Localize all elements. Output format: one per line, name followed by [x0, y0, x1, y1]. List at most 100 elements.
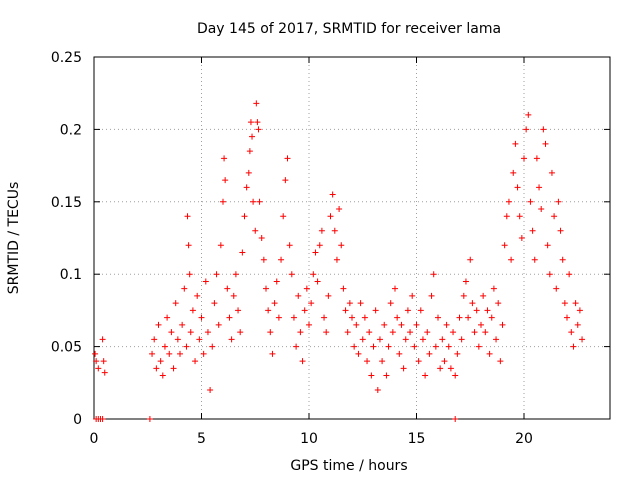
data-point: [164, 314, 171, 321]
data-point: [232, 271, 239, 278]
data-point: [486, 350, 493, 357]
data-point: [415, 358, 422, 365]
data-point: [398, 321, 405, 328]
data-point: [368, 372, 375, 379]
data-point: [548, 169, 555, 176]
data-point: [488, 314, 495, 321]
data-point: [340, 285, 347, 292]
data-point: [293, 343, 300, 350]
data-point: [480, 292, 487, 299]
data-point: [570, 343, 577, 350]
data-point: [422, 372, 429, 379]
data-point: [529, 227, 536, 234]
data-point: [196, 336, 203, 343]
data-point: [228, 336, 235, 343]
data-point: [383, 372, 390, 379]
data-point: [527, 198, 534, 205]
data-point: [273, 278, 280, 285]
data-point: [254, 119, 261, 126]
data-point: [372, 307, 379, 314]
data-point: [574, 321, 581, 328]
data-point: [346, 300, 353, 307]
x-tick-label: 15: [408, 431, 426, 447]
data-point: [503, 213, 510, 220]
data-point: [166, 350, 173, 357]
data-point: [306, 321, 312, 328]
data-point: [256, 198, 263, 205]
data-point: [183, 343, 190, 350]
data-point: [99, 336, 106, 343]
data-point: [153, 365, 160, 372]
data-point: [428, 292, 435, 299]
data-point: [469, 300, 476, 307]
data-point: [260, 256, 267, 263]
data-point: [417, 307, 424, 314]
data-point: [252, 227, 259, 234]
data-point: [159, 372, 166, 379]
data-point: [338, 242, 345, 249]
data-point: [359, 336, 366, 343]
data-point: [568, 329, 575, 336]
data-point: [186, 271, 193, 278]
data-point: [540, 126, 547, 133]
x-axis-label: GPS time / hours: [290, 458, 407, 474]
data-point: [202, 278, 209, 285]
data-point: [419, 336, 426, 343]
data-point: [297, 329, 304, 336]
data-point: [308, 300, 315, 307]
x-tick-label: 20: [515, 431, 533, 447]
data-point: [364, 358, 371, 365]
data-point: [460, 292, 467, 299]
data-point: [243, 184, 250, 191]
data-point: [263, 285, 269, 292]
data-point: [467, 256, 474, 263]
data-point: [546, 271, 553, 278]
data-point: [396, 350, 403, 357]
data-point: [249, 133, 256, 140]
data-point: [435, 314, 441, 321]
data-point: [220, 198, 226, 205]
data-point: [394, 314, 401, 321]
data-point: [389, 329, 396, 336]
data-point: [465, 314, 472, 321]
data-point: [100, 358, 107, 365]
data-point: [275, 314, 282, 321]
data-point: [424, 329, 431, 336]
data-point: [269, 350, 276, 357]
data-point: [179, 321, 186, 328]
data-point: [198, 314, 205, 321]
data-point: [174, 336, 181, 343]
data-point: [278, 256, 285, 263]
data-point: [253, 100, 260, 107]
data-point: [299, 358, 306, 365]
y-tick-label: 0.05: [51, 340, 82, 356]
data-point: [209, 343, 216, 350]
data-point: [471, 329, 478, 336]
data-point: [538, 206, 545, 213]
grid-layer: [94, 57, 610, 419]
data-point: [454, 350, 461, 357]
data-point: [533, 155, 540, 162]
data-point: [316, 242, 323, 249]
data-point: [189, 307, 196, 314]
data-point: [288, 271, 295, 278]
data-point: [245, 169, 252, 176]
data-point: [458, 336, 465, 343]
data-point: [370, 343, 377, 350]
data-point: [295, 292, 302, 299]
data-point: [314, 278, 321, 285]
data-point: [250, 198, 257, 205]
data-point: [237, 329, 244, 336]
data-point: [512, 140, 519, 147]
data-point: [310, 271, 317, 278]
data-point: [226, 314, 233, 321]
data-point: [221, 155, 228, 162]
data-point: [207, 387, 214, 394]
data-point: [194, 292, 201, 299]
data-point: [93, 358, 100, 365]
data-point: [155, 321, 162, 328]
data-point: [510, 169, 517, 176]
data-point: [409, 292, 416, 299]
data-point: [439, 336, 446, 343]
data-point: [531, 256, 538, 263]
